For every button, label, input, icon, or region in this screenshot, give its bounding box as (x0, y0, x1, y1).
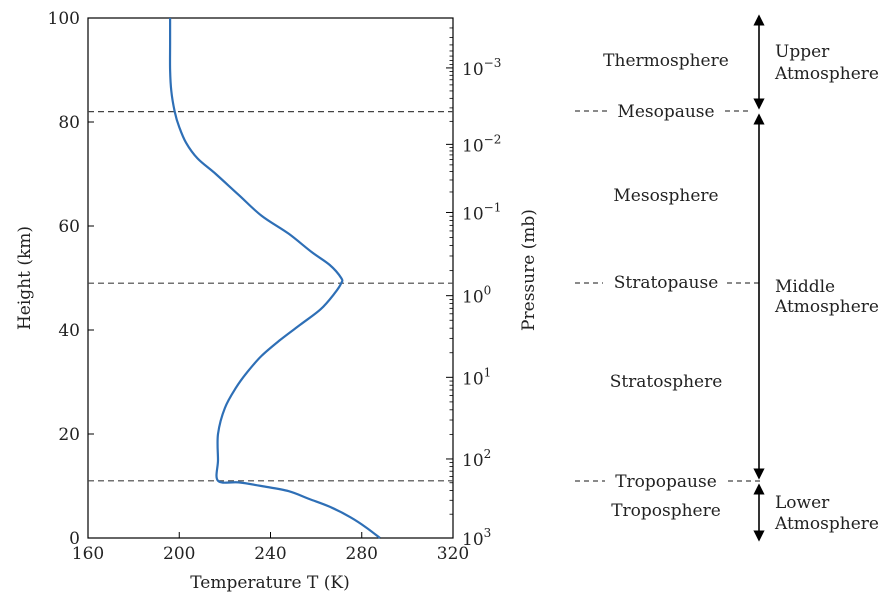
y-tick-label-5: 100 (48, 9, 80, 29)
upper-region-label-2: Atmosphere (774, 64, 879, 84)
middle-region-label-2: Atmosphere (774, 297, 879, 317)
y2-tick-label-3: 100 (462, 284, 491, 308)
lower-region-label-1: Lower (775, 493, 830, 513)
thermosphere-label: Thermosphere (603, 51, 729, 71)
middle-region-label-1: Middle (775, 277, 835, 297)
y2-tick-label-0: 103 (462, 526, 491, 550)
y-tick-label-4: 80 (58, 113, 80, 133)
y2-tick-label-2: 101 (462, 365, 491, 389)
x-axis: 160 200 240 280 320 (72, 532, 469, 564)
tropopause-label: Tropopause (615, 472, 717, 492)
y-axis: 0 20 40 60 80 100 (48, 9, 94, 549)
y-tick-label-1: 20 (58, 425, 80, 445)
upper-region-label-1: Upper (775, 42, 830, 62)
pressure-axis: 103 102 101 100 10−1 10−2 10−3 (446, 27, 501, 550)
stratopause-label: Stratopause (614, 273, 719, 293)
y2-axis-title: Pressure (mb) (519, 209, 539, 331)
y2-tick-label-1: 102 (462, 447, 491, 471)
y2-tick-label-4: 10−1 (462, 200, 501, 224)
layer-annotations: Thermosphere Mesopause Mesosphere Strato… (575, 51, 762, 521)
x-tick-label-3: 280 (346, 544, 378, 564)
lower-region-label-2: Atmosphere (774, 514, 879, 534)
x-tick-label-1: 200 (163, 544, 195, 564)
stratosphere-label: Stratosphere (610, 372, 723, 392)
mesosphere-label: Mesosphere (613, 186, 718, 206)
x-tick-label-2: 240 (254, 544, 286, 564)
y-tick-label-3: 60 (58, 217, 80, 237)
y2-tick-label-5: 10−2 (462, 132, 501, 156)
y-tick-label-0: 0 (69, 529, 80, 549)
temperature-profile-line (168, 18, 381, 539)
x-tick-label-0: 160 (72, 544, 104, 564)
region-arrows: Upper Atmosphere Middle Atmosphere Lower… (753, 14, 879, 542)
plot-frame (87, 17, 454, 539)
x-tick-label-4: 320 (437, 544, 469, 564)
troposphere-label: Troposphere (611, 501, 721, 521)
mesopause-label: Mesopause (617, 102, 714, 122)
boundary-lines (88, 110, 453, 482)
x-axis-title: Temperature T (K) (190, 573, 349, 593)
y-tick-label-2: 40 (58, 321, 80, 341)
y2-tick-label-6: 10−3 (462, 56, 501, 80)
y-axis-title: Height (km) (15, 226, 35, 330)
